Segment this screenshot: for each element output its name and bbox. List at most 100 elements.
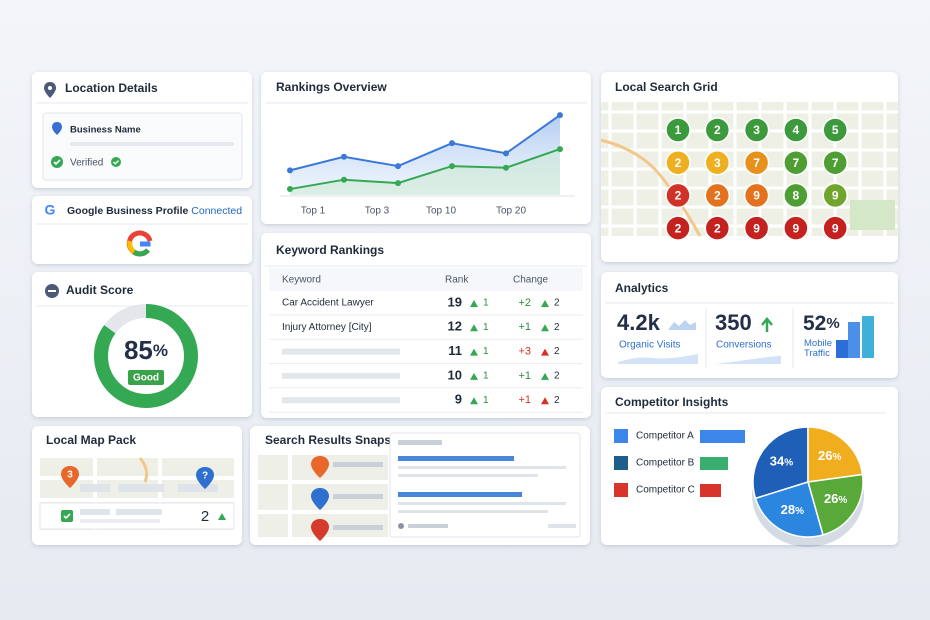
slice-unit: % (838, 495, 847, 506)
legend-bar (700, 457, 728, 470)
slice-value: 28 (781, 502, 795, 517)
card (601, 272, 898, 378)
trend-up (541, 397, 549, 405)
result-link (398, 456, 514, 461)
change-delta: 2 (554, 395, 560, 406)
profile-status: Connected (191, 205, 242, 217)
x-label: Top 3 (365, 206, 390, 217)
rank-label: 3 (714, 156, 721, 170)
rank-marker (665, 117, 691, 143)
point (503, 164, 509, 171)
metric-number: 52 (803, 312, 826, 335)
legend-swatch (614, 429, 628, 443)
rank-marker (743, 149, 770, 176)
map-pin (311, 519, 329, 541)
placeholder (398, 502, 566, 505)
roads (258, 455, 388, 537)
point (287, 186, 293, 193)
rank-label: 1 (675, 123, 682, 137)
rank-label: 2 (714, 189, 721, 203)
rank-marker (743, 215, 770, 241)
park (850, 200, 895, 230)
placeholder (398, 440, 442, 445)
rank-label: 3 (753, 123, 760, 137)
rank-marker (783, 117, 809, 143)
check-mark (63, 513, 71, 520)
sparkline (618, 354, 698, 364)
roads (40, 458, 234, 530)
score-unit: % (153, 341, 168, 360)
field-label: Business Name (70, 125, 141, 136)
rank-marker (743, 117, 770, 143)
logo-part (132, 248, 150, 257)
pin-label: 3 (67, 470, 73, 481)
rank-delta: 1 (483, 395, 489, 406)
score-arc (94, 304, 198, 408)
pin-icon (52, 122, 62, 135)
change: +1 (518, 370, 531, 382)
map-pin (311, 456, 329, 478)
rank-marker (822, 215, 848, 241)
metric-value: 52% (803, 312, 840, 335)
legend-bar (700, 484, 721, 497)
bar-icon (836, 340, 848, 358)
rating: Good (133, 373, 159, 384)
point (341, 176, 347, 183)
map-pin (196, 467, 214, 489)
placeholder (118, 484, 164, 492)
metric-label: Organic Visits (619, 340, 681, 351)
rank-label: 2 (675, 221, 682, 235)
placeholder (282, 372, 400, 379)
result-link (398, 492, 522, 497)
point (449, 163, 455, 170)
keyword: Car Accident Lawyer (282, 298, 374, 309)
legend-label: Competitor C (636, 485, 695, 496)
rank-marker (822, 117, 848, 143)
point (557, 112, 563, 119)
point (395, 180, 401, 187)
slice-label: 28% (781, 502, 804, 517)
placeholder (116, 509, 162, 515)
card-title: Audit Score (66, 283, 134, 297)
rank-label: 7 (793, 156, 800, 170)
card-title: Location Details (65, 81, 158, 95)
card-title: Analytics (615, 281, 669, 295)
slice-unit: % (795, 506, 804, 517)
slice-label: 26% (824, 491, 847, 506)
rank-delta: 1 (483, 346, 489, 357)
rank-marker (704, 117, 731, 143)
rank-label: 5 (832, 123, 839, 137)
metric-label: Conversions (716, 340, 772, 351)
rank-marker (783, 215, 809, 241)
point (395, 163, 401, 170)
pie-chart: 34% 26% 26% 28% (752, 426, 864, 538)
trend-up (470, 348, 478, 356)
change-delta: 2 (554, 346, 560, 357)
rank-label: 9 (753, 189, 760, 203)
placeholder (333, 525, 383, 530)
rank-marker (704, 182, 731, 209)
pie-slice (754, 481, 824, 538)
line (289, 148, 561, 191)
rank-marker (783, 182, 809, 209)
card (32, 196, 252, 264)
metric-value: 350 (715, 310, 752, 335)
rank-label: 2 (714, 221, 721, 235)
google-icon: G (45, 202, 56, 218)
change: +1 (518, 321, 531, 333)
card-title: Competitor Insights (615, 395, 729, 409)
map-pin (311, 488, 329, 510)
competitors: Competitor A Competitor B Competitor C (614, 429, 695, 497)
rank-marker (704, 215, 731, 241)
rank-label: 9 (793, 221, 800, 235)
line (289, 114, 561, 172)
logo-part (127, 240, 136, 255)
rank: 19 (448, 294, 462, 309)
slice-label: 26% (818, 449, 841, 464)
column-header: Change (513, 275, 548, 286)
sparkline (668, 320, 696, 330)
card-title: Rankings Overview (276, 80, 387, 94)
trend-up (541, 372, 549, 380)
slice-label: 34% (770, 454, 793, 469)
